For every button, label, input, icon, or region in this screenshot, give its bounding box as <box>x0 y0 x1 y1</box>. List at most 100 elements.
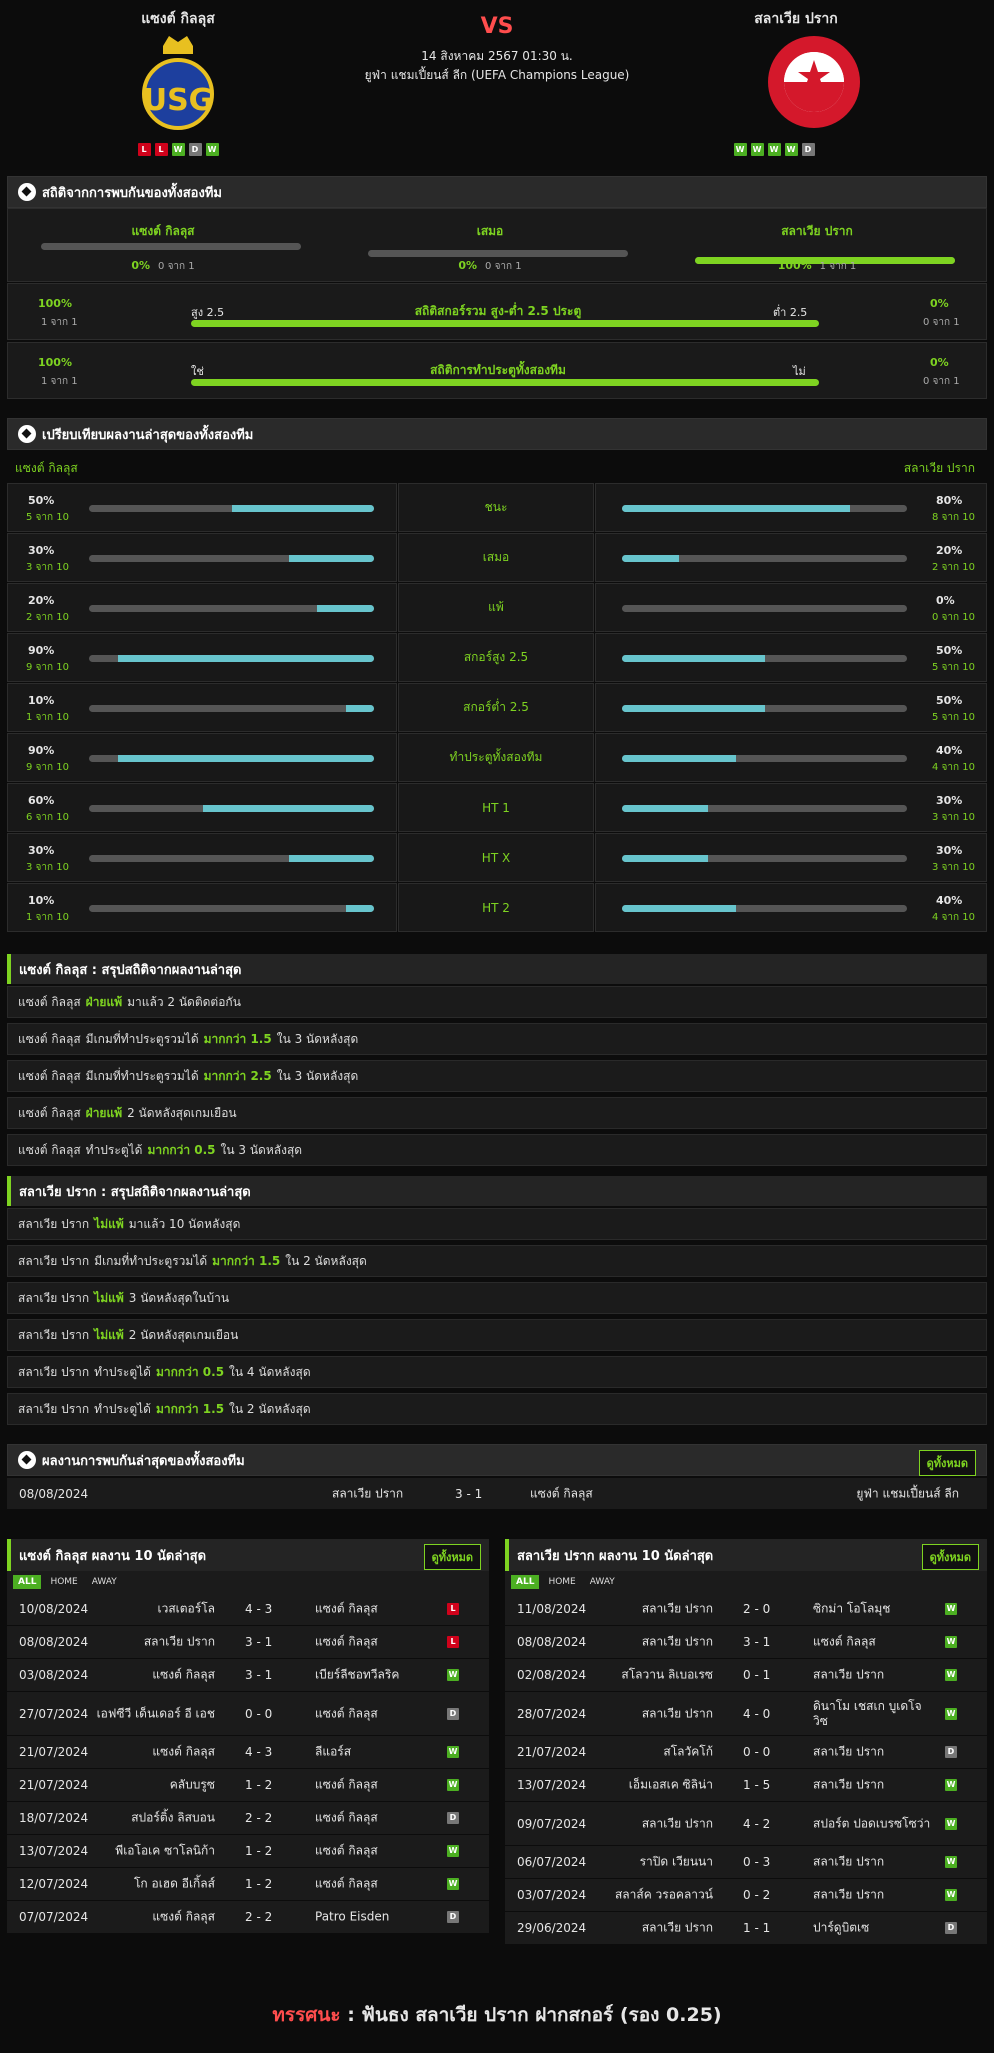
last10-away-view-all-button[interactable]: ดูทั้งหมด <box>921 1544 979 1570</box>
match-home[interactable]: สลาเวีย ปราก <box>641 1706 713 1720</box>
summary-text: มาแล้ว 2 นัดติดต่อกัน <box>127 994 241 1009</box>
away-team-name[interactable]: สลาเวีย ปราก <box>754 11 838 27</box>
match-home[interactable]: สลาเวีย ปราก <box>641 1634 713 1649</box>
match-away[interactable]: สลาเวีย ปราก <box>813 1744 885 1759</box>
match-home[interactable]: สโลวัคโก้ <box>663 1744 713 1759</box>
match-date: 13/07/2024 <box>517 1778 587 1792</box>
match-home[interactable]: เอ็มเอสเค ซิลิน่า <box>628 1777 713 1792</box>
h2h-view-all-button[interactable]: ดูทั้งหมด <box>918 1450 976 1476</box>
match-away[interactable]: ซิกม่า โอโลมุช <box>813 1601 891 1616</box>
compare-home-bar <box>89 905 374 912</box>
match-row[interactable]: 11/08/2024 สลาเวีย ปราก 2 - 0 ซิกม่า โอโลมุ… <box>505 1593 987 1626</box>
match-home[interactable]: สลาเวีย ปราก <box>143 1634 215 1649</box>
match-row[interactable]: 08/08/2024 สลาเวีย ปราก 3 - 1 แซงต์ กิลลุส L <box>7 1626 489 1659</box>
match-away[interactable]: แซงต์ กิลลุส <box>530 1486 593 1500</box>
match-row[interactable]: 21/07/2024 แซงต์ กิลลุส 4 - 3 ลีแอร์ส W <box>7 1736 489 1769</box>
match-score: 0 - 1 <box>743 1668 771 1682</box>
match-score: 3 - 1 <box>743 1635 771 1649</box>
match-home[interactable]: คลับบรูซ <box>169 1777 215 1792</box>
match-row[interactable]: 08/08/2024 สลาเวีย ปราก 3 - 1 แซงต์ กิลลุส W <box>505 1626 987 1659</box>
match-away[interactable]: สลาเวีย ปราก <box>813 1777 885 1792</box>
match-away[interactable]: เบียร์ลีชอทวีลริค <box>315 1667 400 1682</box>
summary-text: แซงต์ กิลลุส <box>18 1031 81 1046</box>
tab-away[interactable]: AWAY <box>91 1577 117 1587</box>
tab-home[interactable]: HOME <box>548 1577 576 1587</box>
match-row[interactable]: 06/07/2024 ราปิด เวียนนา 0 - 3 สลาเวีย ปราก… <box>505 1846 987 1879</box>
compare-away-count: 4 จาก 10 <box>932 762 975 773</box>
match-away[interactable]: แซงต์ กิลลุส <box>813 1634 876 1649</box>
match-row[interactable]: 07/07/2024 แซงต์ กิลลุส 2 - 2 Patro Eisden D <box>7 1901 489 1934</box>
match-row[interactable]: 13/07/2024 พีเอโอเค ซาโลนิก้า 1 - 2 แซงต์ ก… <box>7 1835 489 1868</box>
last10-home-view-all-button[interactable]: ดูทั้งหมด <box>423 1544 481 1570</box>
tab-away[interactable]: AWAY <box>589 1577 615 1587</box>
match-row[interactable]: 02/08/2024 สโลวาน ลิเบอเรซ 0 - 1 สลาเวีย ปร… <box>505 1659 987 1692</box>
match-row[interactable]: 03/07/2024 สลาส์ค วรอคลาวน์ 0 - 2 สลาเวีย ป… <box>505 1879 987 1912</box>
match-row[interactable]: 12/07/2024 โก อเฮด อีเกิ้ลส์ 1 - 2 แซงต์ กิ… <box>7 1868 489 1901</box>
match-away[interactable]: แซงต์ กิลลุส <box>315 1634 378 1649</box>
match-away[interactable]: แซงต์ กิลลุส <box>315 1601 378 1616</box>
match-away[interactable]: แซงต์ กิลลุส <box>315 1810 378 1825</box>
match-away[interactable]: สลาเวีย ปราก <box>813 1667 885 1682</box>
match-home[interactable]: เอฟซีวี เด็นเดอร์ อี เอช <box>96 1706 215 1720</box>
result-badge: W <box>447 1669 459 1681</box>
match-home[interactable]: สลาเวีย ปราก <box>641 1920 713 1935</box>
summary-text: ทำประตูได้ <box>94 1401 151 1416</box>
compare-row: 10% 1 จาก 10 HT 2 40% 4 จาก 10 <box>7 883 987 932</box>
match-home[interactable]: เวสเตอร์โล <box>157 1601 215 1616</box>
summary-text: ใน 3 นัดหลังสุด <box>220 1142 303 1157</box>
match-home[interactable]: สโลวาน ลิเบอเรซ <box>621 1667 713 1682</box>
match-row[interactable]: 09/07/2024 สลาเวีย ปราก 4 - 2 สปอร์ต ปอดเบร… <box>505 1802 987 1846</box>
summary-text: มากกว่า 1.5 <box>155 1401 225 1416</box>
result-badge: D <box>945 1922 957 1934</box>
match-home[interactable]: สลาเวีย ปราก <box>641 1816 713 1830</box>
match-away[interactable]: สลาเวีย ปราก <box>813 1887 885 1902</box>
match-home[interactable]: สลาส์ค วรอคลาวน์ <box>614 1887 713 1902</box>
summary-text: แซงต์ กิลลุส <box>18 1068 81 1083</box>
h2h-result-row[interactable]: 08/08/2024 สลาเวีย ปราก 3 - 1 แซงต์ กิลล… <box>7 1478 987 1510</box>
match-date: 29/06/2024 <box>517 1921 587 1935</box>
match-away[interactable]: แซงต์ กิลลุส <box>315 1843 378 1858</box>
match-away[interactable]: สลาเวีย ปราก <box>813 1854 885 1869</box>
compare-away-pct: 0% <box>936 594 955 607</box>
match-away[interactable]: ลีแอร์ส <box>315 1744 352 1759</box>
match-away[interactable]: Patro Eisden <box>315 1909 390 1924</box>
match-date: 13/07/2024 <box>19 1844 89 1858</box>
match-away[interactable]: แซงต์ กิลลุส <box>315 1706 378 1720</box>
compare-home-bar <box>89 805 374 812</box>
form-badge: W <box>205 143 219 156</box>
match-row[interactable]: 10/08/2024 เวสเตอร์โล 4 - 3 แซงต์ กิลลุส L <box>7 1593 489 1626</box>
match-away[interactable]: สปอร์ต ปอดเบรซโซว่า <box>813 1816 931 1830</box>
match-away[interactable]: ดินาโม เชสเก บูเดโจวิซ <box>813 1698 922 1728</box>
match-score: 1 - 2 <box>245 1778 273 1792</box>
tab-all[interactable]: ALL <box>511 1575 540 1589</box>
home-team-name[interactable]: แซงต์ กิลลุส <box>141 11 215 27</box>
match-away[interactable]: แซงต์ กิลลุส <box>315 1876 378 1891</box>
match-row[interactable]: 13/07/2024 เอ็มเอสเค ซิลิน่า 1 - 5 สลาเวีย … <box>505 1769 987 1802</box>
match-home[interactable]: แซงต์ กิลลุส <box>152 1667 215 1682</box>
match-home[interactable]: แซงต์ กิลลุส <box>152 1744 215 1759</box>
match-row[interactable]: 21/07/2024 คลับบรูซ 1 - 2 แซงต์ กิลลุส W <box>7 1769 489 1802</box>
match-row[interactable]: 29/06/2024 สลาเวีย ปราก 1 - 1 ปาร์ดูบิตเซ D <box>505 1912 987 1945</box>
match-home[interactable]: แซงต์ กิลลุส <box>152 1909 215 1924</box>
match-score: 0 - 0 <box>743 1745 771 1759</box>
match-away[interactable]: ปาร์ดูบิตเซ <box>813 1920 870 1935</box>
match-row[interactable]: 27/07/2024 เอฟซีวี เด็นเดอร์ อี เอช 0 - 0 แ… <box>7 1692 489 1736</box>
match-home[interactable]: สลาเวีย ปราก <box>641 1601 713 1616</box>
tab-all[interactable]: ALL <box>13 1575 42 1589</box>
h2h-col-bar <box>695 257 955 264</box>
summary-text: มากกว่า 0.5 <box>147 1142 216 1157</box>
match-away[interactable]: แซงต์ กิลลุส <box>315 1777 378 1792</box>
match-home[interactable]: สปอร์ติ้ง ลิสบอน <box>131 1810 215 1825</box>
tab-home[interactable]: HOME <box>50 1577 78 1587</box>
match-home[interactable]: ราปิด เวียนนา <box>639 1854 713 1869</box>
match-row[interactable]: 21/07/2024 สโลวัคโก้ 0 - 0 สลาเวีย ปราก D <box>505 1736 987 1769</box>
match-score: 1 - 1 <box>743 1921 771 1935</box>
match-row[interactable]: 28/07/2024 สลาเวีย ปราก 4 - 0 ดินาโม เชสเก … <box>505 1692 987 1736</box>
compare-away-bar-fill <box>622 505 850 512</box>
result-badge: W <box>447 1878 459 1890</box>
match-home[interactable]: สลาเวีย ปราก <box>332 1486 404 1500</box>
match-row[interactable]: 18/07/2024 สปอร์ติ้ง ลิสบอน 2 - 2 แซงต์ กิล… <box>7 1802 489 1835</box>
match-home[interactable]: พีเอโอเค ซาโลนิก้า <box>115 1843 215 1858</box>
match-row[interactable]: 03/08/2024 แซงต์ กิลลุส 3 - 1 เบียร์ลีชอทวี… <box>7 1659 489 1692</box>
match-home[interactable]: โก อเฮด อีเกิ้ลส์ <box>133 1876 215 1891</box>
